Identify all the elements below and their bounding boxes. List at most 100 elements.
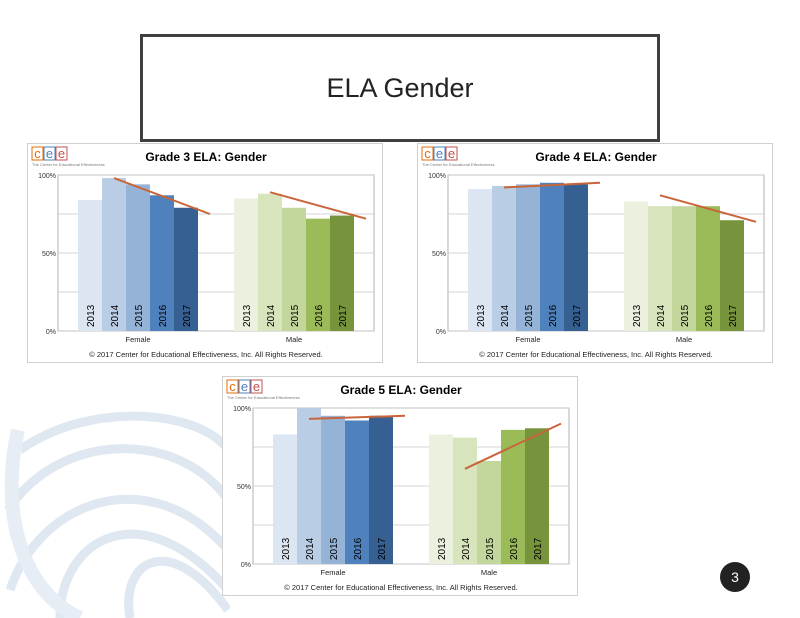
- bar-year-label: 2014: [266, 304, 277, 327]
- bar: [720, 220, 744, 331]
- logo-letter: e: [448, 146, 455, 161]
- bar-year-label: 2014: [461, 537, 472, 560]
- chart-grade-4: c e e The Center for Educational Effectiven…: [417, 143, 773, 363]
- trend-line: [659, 194, 757, 223]
- bar-year-label: 2016: [548, 304, 559, 327]
- slide-title: ELA Gender: [326, 72, 474, 103]
- page-number-badge: 3: [720, 562, 750, 592]
- bar: [468, 189, 492, 331]
- category-label: Female: [125, 335, 150, 344]
- bar-year-label: 2013: [476, 304, 487, 327]
- bar-year-label: 2015: [329, 537, 340, 560]
- bar-year-label: 2017: [338, 304, 349, 327]
- category-label: Male: [676, 335, 692, 344]
- bar-year-label: 2013: [632, 304, 643, 327]
- bar: [102, 178, 126, 331]
- chart-title: Grade 5 ELA: Gender: [340, 383, 462, 397]
- chart-copyright: © 2017 Center for Educational Effectiven…: [479, 350, 712, 359]
- chart-grade-3: c e e The Center for Educational Effectiven…: [27, 143, 383, 363]
- bar: [150, 195, 174, 331]
- trend-line: [269, 191, 367, 220]
- bar-year-label: 2016: [704, 304, 715, 327]
- bar-year-label: 2016: [509, 537, 520, 560]
- bar-year-label: 2015: [524, 304, 535, 327]
- bar: [648, 206, 672, 331]
- logo-letter-box: [226, 379, 239, 394]
- y-tick-label: 100%: [428, 173, 446, 180]
- logo-letter-box: [43, 146, 56, 161]
- bar: [369, 415, 393, 564]
- logo-letter: e: [46, 146, 53, 161]
- bar: [501, 429, 525, 564]
- bar-year-label: 2014: [500, 304, 511, 327]
- bar-year-label: 2014: [305, 537, 316, 560]
- bar-year-label: 2013: [242, 304, 253, 327]
- bar-year-label: 2015: [680, 304, 691, 327]
- chart-grade-5: c e e The Center for Educational Effectiven…: [222, 376, 578, 596]
- bar: [624, 201, 648, 331]
- chart-title: Grade 3 ELA: Gender: [145, 150, 267, 164]
- y-tick-label: 0%: [241, 562, 251, 569]
- globe-watermark-icon: [4, 411, 230, 618]
- bar-year-label: 2016: [353, 537, 364, 560]
- bar: [258, 193, 282, 331]
- y-tick-label: 100%: [38, 173, 56, 180]
- bar-year-label: 2016: [158, 304, 169, 327]
- logo-letter: e: [253, 379, 260, 394]
- logo-letter-box: [31, 146, 44, 161]
- bar: [174, 207, 198, 331]
- logo-letter-box: [250, 379, 263, 394]
- bar: [306, 218, 330, 331]
- bar: [672, 206, 696, 331]
- y-tick-label: 50%: [42, 251, 56, 258]
- bar: [282, 207, 306, 331]
- logo-tagline: The Center for Educational Effectiveness: [227, 395, 300, 400]
- y-tick-label: 0%: [436, 329, 446, 336]
- chart-copyright: © 2017 Center for Educational Effectiven…: [284, 583, 517, 592]
- bar: [429, 434, 453, 564]
- logo-letter: c: [34, 146, 41, 161]
- category-label: Female: [320, 568, 345, 577]
- bar-year-label: 2013: [281, 537, 292, 560]
- y-tick-label: 50%: [432, 251, 446, 258]
- bar-year-label: 2015: [485, 537, 496, 560]
- category-label: Male: [286, 335, 302, 344]
- logo-letter-box: [445, 146, 458, 161]
- category-label: Male: [481, 568, 497, 577]
- bar: [126, 184, 150, 331]
- bar: [273, 434, 297, 564]
- category-label: Female: [515, 335, 540, 344]
- chart-title: Grade 4 ELA: Gender: [535, 150, 657, 164]
- logo-letter-box: [433, 146, 446, 161]
- logo-tagline: The Center for Educational Effectiveness: [32, 162, 105, 167]
- logo-letter: c: [424, 146, 431, 161]
- bar: [330, 215, 354, 331]
- bar-year-label: 2013: [437, 537, 448, 560]
- bar: [297, 408, 321, 564]
- bar-year-label: 2016: [314, 304, 325, 327]
- bar-year-label: 2015: [290, 304, 301, 327]
- chart-copyright: © 2017 Center for Educational Effectiven…: [89, 350, 322, 359]
- bar: [492, 185, 516, 331]
- logo-tagline: The Center for Educational Effectiveness: [422, 162, 495, 167]
- bar-year-label: 2014: [656, 304, 667, 327]
- bar: [234, 198, 258, 331]
- slide-title-box: ELA Gender: [140, 34, 660, 142]
- bar: [540, 182, 564, 331]
- bar-year-label: 2017: [728, 304, 739, 327]
- bar-year-label: 2013: [86, 304, 97, 327]
- bar-year-label: 2017: [182, 304, 193, 327]
- logo-letter: e: [58, 146, 65, 161]
- y-tick-label: 100%: [233, 406, 251, 413]
- trend-line: [113, 177, 211, 215]
- bar: [477, 461, 501, 564]
- bar: [564, 184, 588, 331]
- logo-letter-box: [238, 379, 251, 394]
- y-tick-label: 0%: [46, 329, 56, 336]
